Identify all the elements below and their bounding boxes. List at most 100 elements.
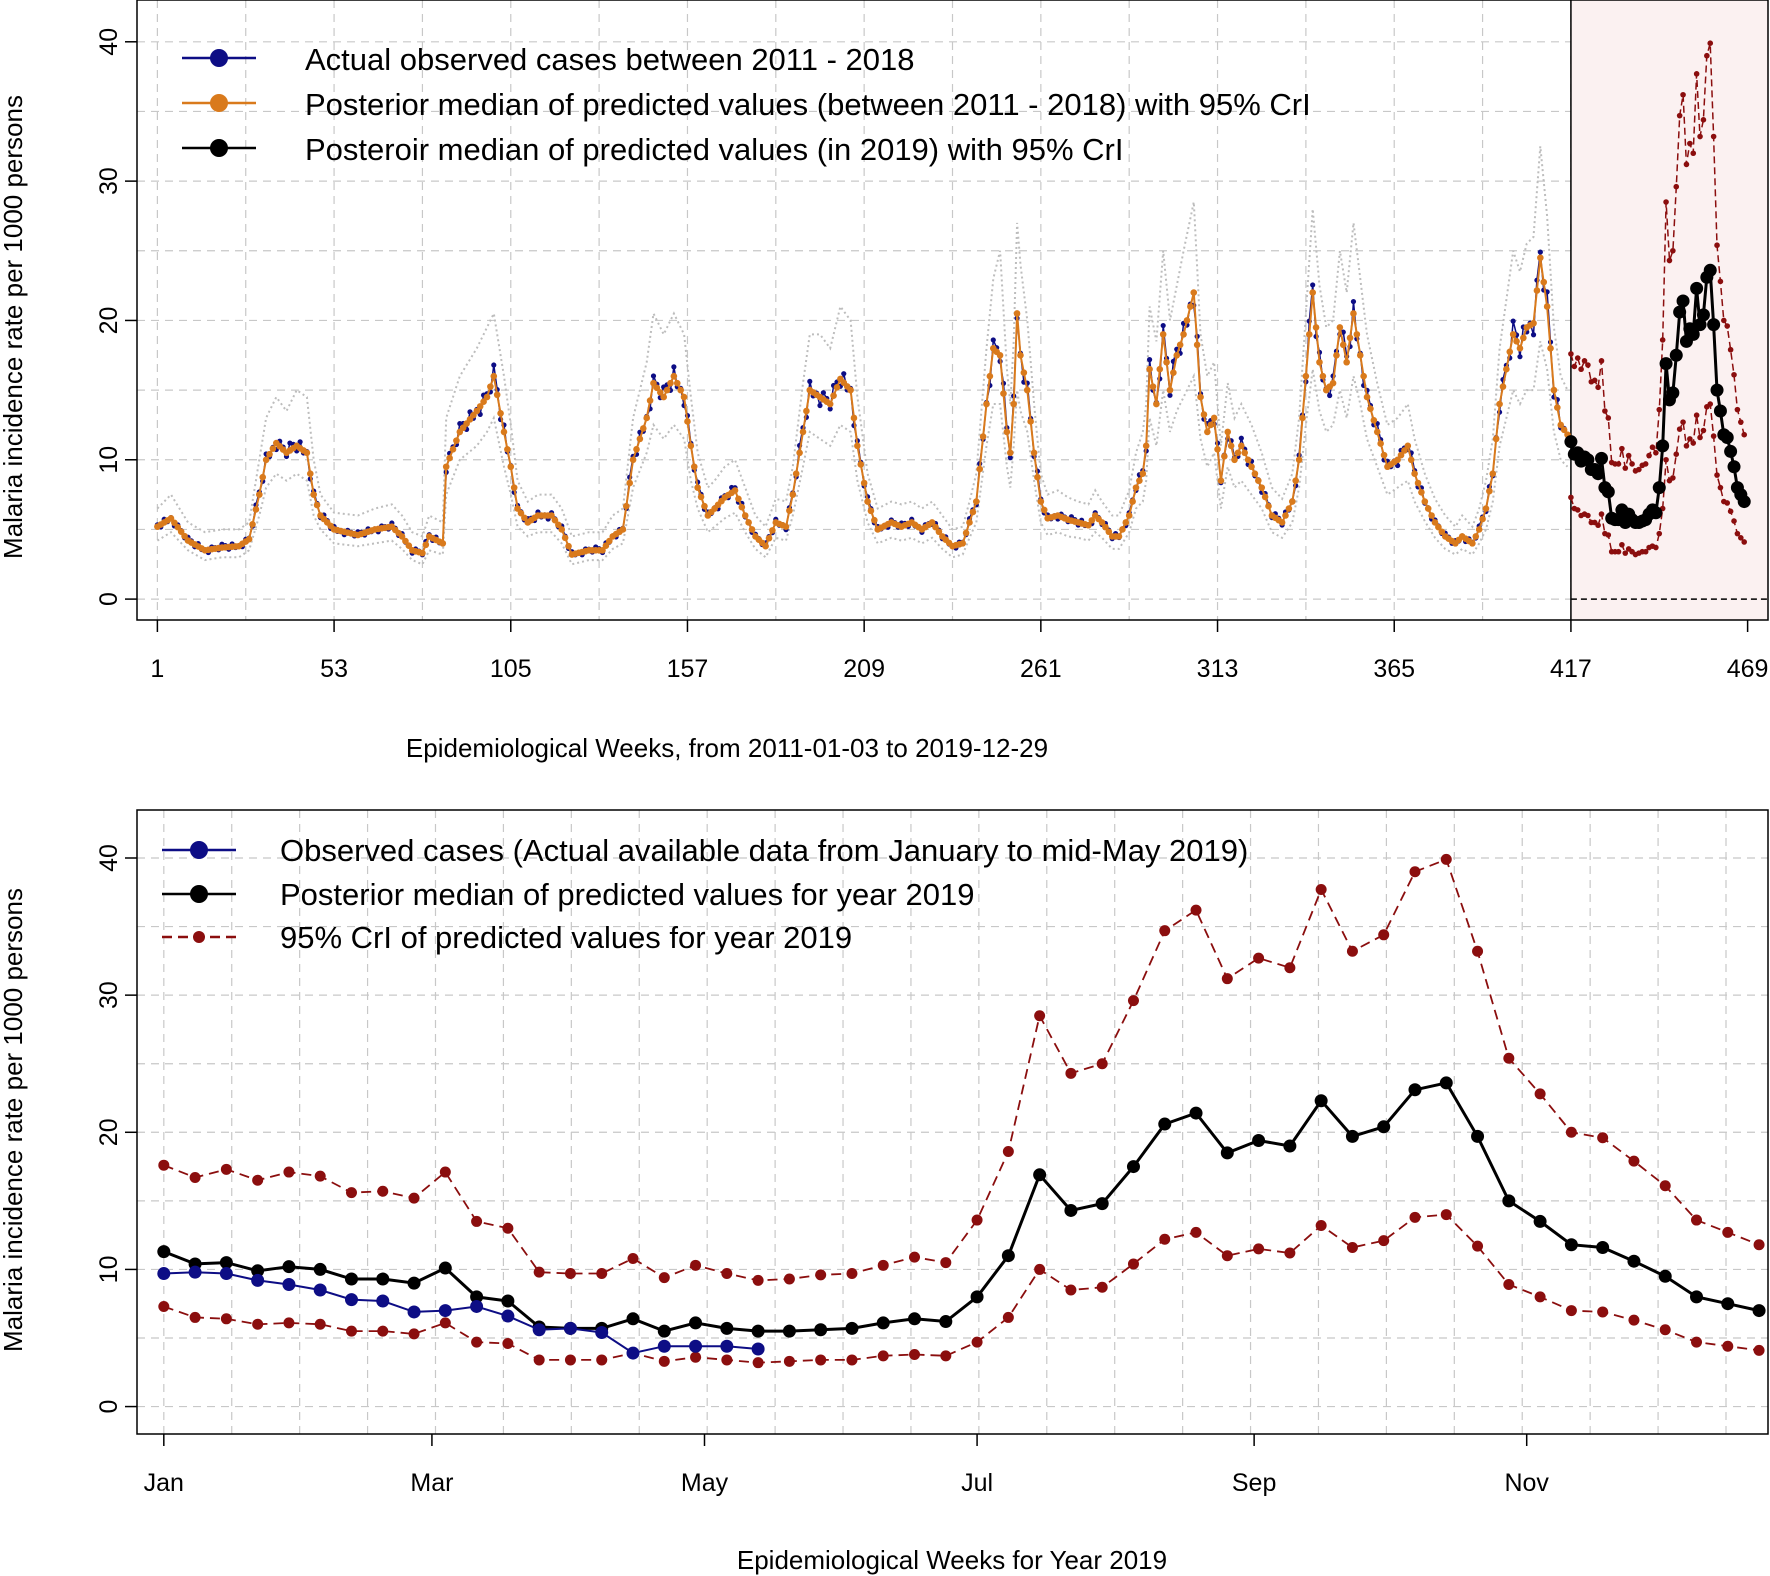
historical-median-point — [1234, 449, 1242, 457]
bottom-observed-point — [689, 1339, 703, 1353]
observed-point — [1146, 357, 1153, 363]
forecast-ci-point — [1666, 257, 1673, 264]
historical-median-point — [422, 541, 430, 549]
forecast-ci-point — [1687, 140, 1693, 147]
historical-median-point — [1373, 428, 1381, 436]
historical-median-point — [1017, 351, 1024, 359]
bottom-ci-point — [158, 1159, 170, 1171]
top-legend-observed-marker — [210, 49, 228, 67]
bottom-ci-point — [1127, 995, 1139, 1007]
bottom-median-point — [1252, 1134, 1266, 1148]
historical-median-point — [497, 410, 504, 417]
top-x-tick-label: 209 — [843, 655, 885, 683]
bottom-ci-point — [752, 1274, 764, 1286]
forecast-ci-point — [1731, 371, 1737, 378]
bottom-ci-point — [658, 1272, 670, 1284]
forecast-ci-point — [1670, 247, 1676, 254]
forecast-ci-point — [1727, 346, 1734, 353]
forecast-ci-point — [1659, 337, 1666, 343]
bottom-ci-point — [189, 1311, 201, 1323]
forecast-ci-point — [1653, 450, 1659, 456]
historical-median-point — [1350, 310, 1357, 317]
top-x-axis-label: Epidemiological Weeks, from 2011-01-03 t… — [406, 733, 1048, 763]
historical-median-point — [1288, 498, 1296, 505]
bottom-ci-point — [1034, 1010, 1046, 1022]
historical-median-point — [476, 403, 484, 410]
historical-median-point — [398, 533, 406, 540]
bottom-ci-point — [1096, 1058, 1108, 1070]
bottom-ci-point — [1691, 1336, 1703, 1348]
bottom-observed-point — [501, 1309, 515, 1323]
forecast-ci-point — [1598, 358, 1605, 364]
forecast-region-shading — [1570, 0, 1768, 620]
bottom-x-axis: JanMarMayJulSepNovJan — [144, 1434, 1549, 1497]
historical-median-point — [1356, 351, 1364, 359]
bottom-ci-point — [1002, 1311, 1014, 1323]
historical-median-point — [1360, 372, 1367, 380]
bottom-ci-point — [627, 1252, 639, 1264]
observed-point — [990, 337, 996, 343]
historical-median-point — [643, 414, 650, 422]
forecast-ci-point — [1656, 406, 1663, 413]
historical-median-point — [453, 437, 460, 444]
historical-median-point — [738, 503, 746, 511]
forecast-median-point — [1710, 383, 1724, 397]
historical-median-point — [748, 526, 756, 533]
bottom-median-point — [782, 1324, 796, 1338]
historical-median-point — [1190, 289, 1198, 296]
historical-median-point — [731, 487, 739, 494]
historical-median-point — [1238, 442, 1245, 450]
forecast-median-point — [1737, 495, 1751, 509]
observed-point — [827, 406, 833, 412]
forecast-median-point — [1591, 467, 1605, 481]
bottom-median-point — [720, 1321, 734, 1335]
bottom-ci-point — [721, 1268, 733, 1280]
bottom-observed-point — [595, 1326, 609, 1340]
historical-median-point — [684, 418, 691, 425]
bottom-observed-point — [438, 1304, 452, 1318]
top-x-tick-label: 469 — [1727, 655, 1769, 683]
top-legend-forecast-label: Posteroir median of predicted values (in… — [305, 132, 1123, 167]
historical-median-point — [983, 400, 990, 408]
forecast-ci-point — [1578, 366, 1584, 373]
forecast-ci-point — [1680, 91, 1686, 98]
historical-lower-ci-line — [156, 341, 1569, 566]
bottom-median-point — [407, 1276, 421, 1290]
forecast-ci-point — [1680, 419, 1686, 425]
bottom-ci-point — [690, 1259, 702, 1271]
historical-median-point — [490, 372, 498, 380]
historical-median-point — [1221, 452, 1228, 460]
bottom-median-point — [751, 1324, 765, 1338]
historical-median-point — [629, 456, 637, 464]
bottom-ci-point — [1597, 1306, 1609, 1318]
forecast-ci-point — [1585, 362, 1591, 368]
historical-median-point — [1010, 400, 1017, 408]
bottom-x-tick-label: Jan — [144, 1469, 184, 1497]
historical-median-point — [1299, 414, 1306, 422]
historical-median-point — [507, 463, 515, 471]
bottom-ci-point — [690, 1351, 702, 1363]
historical-median-point — [493, 391, 501, 399]
forecast-median-point — [1690, 281, 1704, 295]
forecast-median-point — [1595, 451, 1609, 465]
observed-point — [817, 402, 823, 409]
bottom-ci-point — [1378, 929, 1390, 941]
historical-median-point — [1353, 331, 1361, 338]
bottom-median-point — [908, 1312, 922, 1326]
historical-median-point — [1282, 512, 1289, 519]
observed-point — [650, 373, 657, 379]
bottom-observed-point — [751, 1342, 765, 1356]
historical-median-point — [959, 540, 966, 547]
forecast-ci-point — [1625, 452, 1632, 459]
bottom-ci-point — [189, 1172, 201, 1184]
bottom-observed-point — [407, 1305, 421, 1319]
historical-upper-ci-line — [156, 146, 1569, 538]
forecast-ci-point — [1721, 317, 1727, 324]
historical-median-point — [1173, 351, 1181, 359]
historical-median-point — [782, 523, 790, 530]
historical-median-point — [1020, 369, 1028, 376]
forecast-median-point — [1649, 506, 1663, 520]
bottom-ci-point — [1440, 853, 1452, 865]
historical-median-point — [619, 526, 627, 533]
forecast-ci-point — [1619, 445, 1625, 452]
